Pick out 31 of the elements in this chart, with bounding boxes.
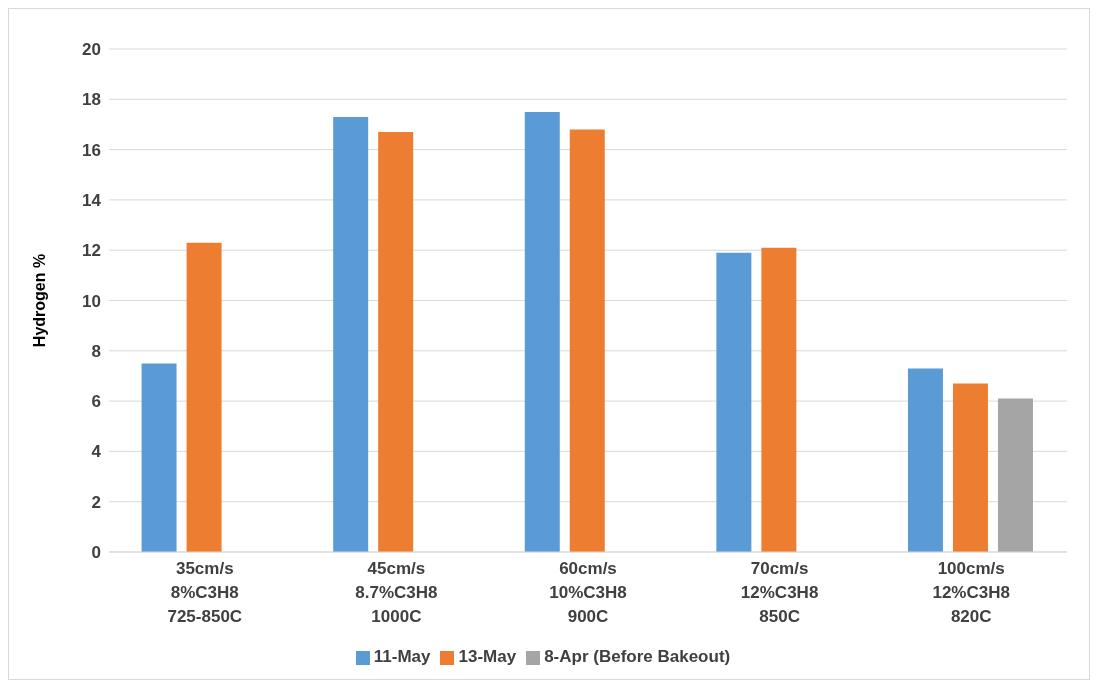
bar — [569, 129, 605, 552]
legend-label: 11-May — [373, 647, 431, 666]
y-tick-label: 14 — [82, 190, 102, 210]
legend-label: 8-Apr (Before Bakeout) — [544, 647, 731, 666]
y-tick-label: 10 — [82, 291, 101, 311]
y-tick-label: 4 — [91, 442, 102, 462]
y-tick-label: 8 — [91, 341, 101, 361]
x-tick-label: 70cm/s 12%C3H8 850C — [740, 559, 819, 626]
y-tick-label: 16 — [82, 140, 101, 160]
y-axis-title: Hydrogen % — [30, 253, 48, 348]
y-tick-label: 20 — [82, 40, 101, 60]
bar — [761, 247, 797, 552]
bar — [333, 116, 369, 552]
y-tick-label: 0 — [91, 543, 101, 563]
bar — [378, 132, 414, 552]
y-tick-label: 12 — [82, 241, 101, 261]
y-tick-label: 18 — [82, 90, 101, 110]
bar — [141, 363, 177, 552]
bar — [716, 252, 752, 552]
bar — [997, 398, 1033, 552]
bar — [186, 242, 222, 552]
y-tick-label: 6 — [91, 392, 101, 412]
x-tick-label: 60cm/s 10%C3H8 900C — [549, 559, 627, 626]
x-tick-label: 100cm/s 12%C3H8 820C — [932, 559, 1010, 626]
bar — [952, 383, 988, 552]
bar — [907, 368, 943, 552]
x-tick-label: 45cm/s 8.7%C3H8 1000C — [355, 559, 438, 626]
x-tick-label: 35cm/s 8%C3H8 725-850C — [167, 559, 243, 626]
bar — [524, 111, 560, 552]
y-tick-label: 2 — [91, 492, 101, 512]
legend-label: 13-May — [458, 647, 517, 666]
